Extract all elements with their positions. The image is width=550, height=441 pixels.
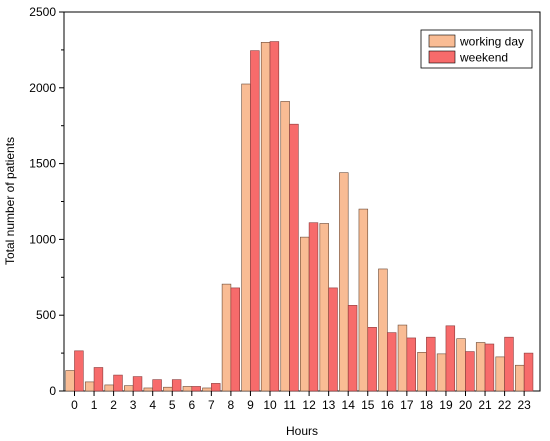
bar-working-day-hour-9	[241, 83, 251, 392]
x-tick-label: 3	[130, 398, 137, 412]
bar-weekend-hour-1	[93, 367, 104, 392]
bar-working-day-hour-20	[456, 338, 466, 392]
y-tick-label: 2000	[29, 81, 56, 95]
bar-working-day-hour-15	[358, 208, 369, 392]
x-tick-label: 18	[420, 398, 434, 412]
bar-weekend-hour-4	[152, 379, 162, 392]
x-tick-label: 8	[228, 398, 235, 412]
x-tick-label: 19	[439, 398, 453, 412]
bar-weekend-hour-13	[328, 287, 338, 392]
bar-working-day-hour-10	[260, 42, 271, 392]
bar-working-day-hour-17	[397, 324, 408, 392]
bar-working-day-hour-4	[143, 387, 153, 392]
x-tick-label: 6	[188, 398, 195, 412]
bar-working-day-hour-0	[65, 370, 75, 392]
x-tick-label: 14	[342, 398, 356, 412]
bar-weekend-hour-18	[426, 336, 436, 392]
bar-weekend-hour-10	[269, 41, 280, 392]
legend-swatch-working-day	[428, 34, 456, 48]
bar-weekend-hour-23	[523, 352, 534, 392]
bar-weekend-hour-11	[289, 123, 299, 392]
x-tick-label: 7	[208, 398, 215, 412]
bar-working-day-hour-6	[182, 386, 193, 392]
legend: working day weekend	[420, 29, 533, 69]
y-tick-label: 500	[36, 308, 56, 322]
bar-weekend-hour-12	[308, 222, 319, 392]
x-axis-title: Hours	[286, 424, 318, 438]
bar-weekend-hour-3	[132, 376, 143, 392]
x-tick-label: 5	[169, 398, 176, 412]
bar-working-day-hour-22	[495, 356, 505, 392]
legend-swatch-weekend	[428, 50, 456, 64]
y-tick-label: 2500	[29, 5, 56, 19]
bar-weekend-hour-21	[484, 343, 495, 392]
bar-working-day-hour-5	[163, 386, 173, 392]
bar-weekend-hour-19	[445, 325, 456, 392]
bar-weekend-hour-9	[250, 50, 260, 392]
bar-working-day-hour-21	[475, 342, 486, 392]
bar-working-day-hour-8	[221, 283, 232, 392]
x-axis: 0 1 2 3 4 5 6 7 8 9 10 11 12 13 14 15 16 17 18 19 20 21 22 23	[71, 391, 531, 412]
bar-weekend-hour-2	[113, 374, 123, 392]
x-tick-label: 2	[110, 398, 117, 412]
x-tick-label: 17	[400, 398, 414, 412]
bar-working-day-hour-16	[378, 268, 388, 392]
bar-weekend-hour-5	[171, 379, 182, 392]
bar-working-day-hour-23	[515, 364, 525, 392]
bar-weekend-hour-14	[347, 305, 358, 392]
x-tick-label: 0	[71, 398, 78, 412]
x-tick-label: 1	[91, 398, 98, 412]
bar-working-day-hour-12	[299, 236, 310, 392]
bar-weekend-hour-16	[386, 332, 397, 392]
legend-label-weekend: weekend	[459, 51, 508, 65]
bar-weekend-hour-6	[191, 386, 201, 392]
bar-weekend-hour-8	[230, 287, 240, 392]
bar-weekend-hour-22	[504, 336, 514, 392]
bar-working-day-hour-1	[84, 381, 95, 392]
bar-weekend-hour-15	[367, 327, 377, 392]
bar-working-day-hour-7	[202, 387, 212, 392]
bar-working-day-hour-11	[280, 101, 290, 392]
bar-weekend-hour-7	[211, 383, 221, 392]
bar-working-day-hour-19	[436, 353, 447, 392]
y-tick-label: 0	[49, 384, 56, 398]
bar-working-day-hour-14	[339, 172, 349, 392]
bar-weekend-hour-17	[406, 337, 416, 392]
x-tick-label: 21	[478, 398, 492, 412]
x-tick-label: 12	[302, 398, 316, 412]
x-tick-label: 10	[263, 398, 277, 412]
bar-working-day-hour-18	[417, 352, 427, 392]
y-axis-title: Total number of patients	[3, 137, 17, 265]
x-tick-label: 20	[459, 398, 473, 412]
x-tick-label: 22	[498, 398, 512, 412]
x-tick-label: 23	[517, 398, 531, 412]
bars-group	[65, 41, 534, 392]
x-tick-label: 9	[247, 398, 254, 412]
bar-working-day-hour-13	[319, 223, 329, 392]
x-tick-label: 11	[283, 398, 296, 412]
y-tick-label: 1500	[29, 157, 56, 171]
y-axis: 0 500 1000 1500 2000 2500	[29, 5, 64, 398]
x-tick-label: 4	[149, 398, 156, 412]
x-tick-label: 16	[381, 398, 395, 412]
bar-working-day-hour-2	[104, 384, 114, 392]
y-tick-label: 1000	[29, 232, 56, 246]
bar-working-day-hour-3	[124, 385, 134, 392]
bar-weekend-hour-20	[465, 351, 475, 392]
x-tick-label: 15	[361, 398, 375, 412]
bar-weekend-hour-0	[74, 350, 84, 392]
x-tick-label: 13	[322, 398, 336, 412]
legend-label-working-day: working day	[459, 35, 524, 49]
